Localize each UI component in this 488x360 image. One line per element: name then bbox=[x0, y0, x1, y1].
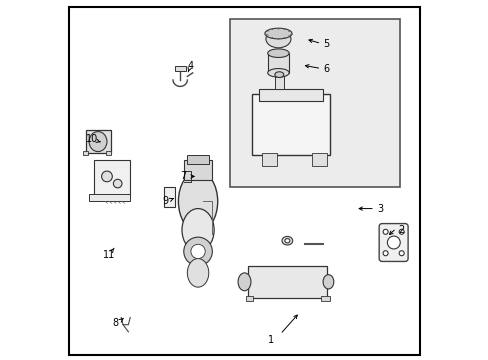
Ellipse shape bbox=[238, 273, 250, 291]
Bar bbox=[175, 66, 185, 71]
Ellipse shape bbox=[282, 237, 292, 245]
Ellipse shape bbox=[398, 251, 404, 256]
Ellipse shape bbox=[182, 208, 214, 251]
Bar bbox=[85, 130, 110, 153]
Ellipse shape bbox=[178, 171, 217, 232]
Bar bbox=[164, 187, 175, 207]
Text: 10: 10 bbox=[85, 134, 98, 144]
Bar bbox=[274, 75, 283, 89]
Bar bbox=[246, 296, 253, 301]
Text: 11: 11 bbox=[102, 250, 115, 260]
Bar bbox=[247, 266, 326, 298]
Ellipse shape bbox=[285, 239, 289, 243]
Ellipse shape bbox=[382, 229, 387, 234]
Bar bbox=[89, 194, 130, 202]
Text: 5: 5 bbox=[323, 39, 329, 49]
Ellipse shape bbox=[398, 229, 404, 234]
Text: 2: 2 bbox=[398, 225, 404, 235]
Bar bbox=[262, 153, 276, 166]
Bar bbox=[183, 160, 212, 180]
Text: 3: 3 bbox=[376, 203, 383, 213]
Ellipse shape bbox=[264, 28, 291, 39]
Ellipse shape bbox=[187, 258, 208, 287]
Text: 4: 4 bbox=[187, 61, 193, 71]
Bar bbox=[94, 160, 130, 196]
FancyBboxPatch shape bbox=[378, 224, 407, 261]
Bar bbox=[267, 53, 288, 73]
Bar bbox=[106, 151, 111, 155]
Bar bbox=[321, 296, 329, 301]
Bar bbox=[83, 151, 88, 155]
Bar bbox=[312, 153, 326, 166]
Ellipse shape bbox=[323, 275, 333, 289]
Ellipse shape bbox=[382, 251, 387, 256]
Bar bbox=[251, 94, 329, 155]
Ellipse shape bbox=[102, 171, 112, 182]
Text: 7: 7 bbox=[180, 171, 186, 181]
Ellipse shape bbox=[267, 68, 288, 77]
Bar bbox=[258, 89, 323, 102]
Text: 6: 6 bbox=[323, 64, 329, 73]
Bar bbox=[230, 19, 399, 187]
Text: 9: 9 bbox=[162, 197, 168, 206]
Ellipse shape bbox=[386, 236, 400, 249]
Ellipse shape bbox=[265, 30, 290, 48]
Ellipse shape bbox=[267, 49, 288, 58]
Text: 8: 8 bbox=[113, 318, 119, 328]
Ellipse shape bbox=[274, 72, 283, 77]
Text: 1: 1 bbox=[268, 335, 274, 345]
Bar bbox=[187, 155, 208, 164]
Ellipse shape bbox=[89, 132, 107, 152]
Ellipse shape bbox=[113, 179, 122, 188]
Ellipse shape bbox=[183, 237, 212, 266]
Ellipse shape bbox=[190, 244, 205, 258]
